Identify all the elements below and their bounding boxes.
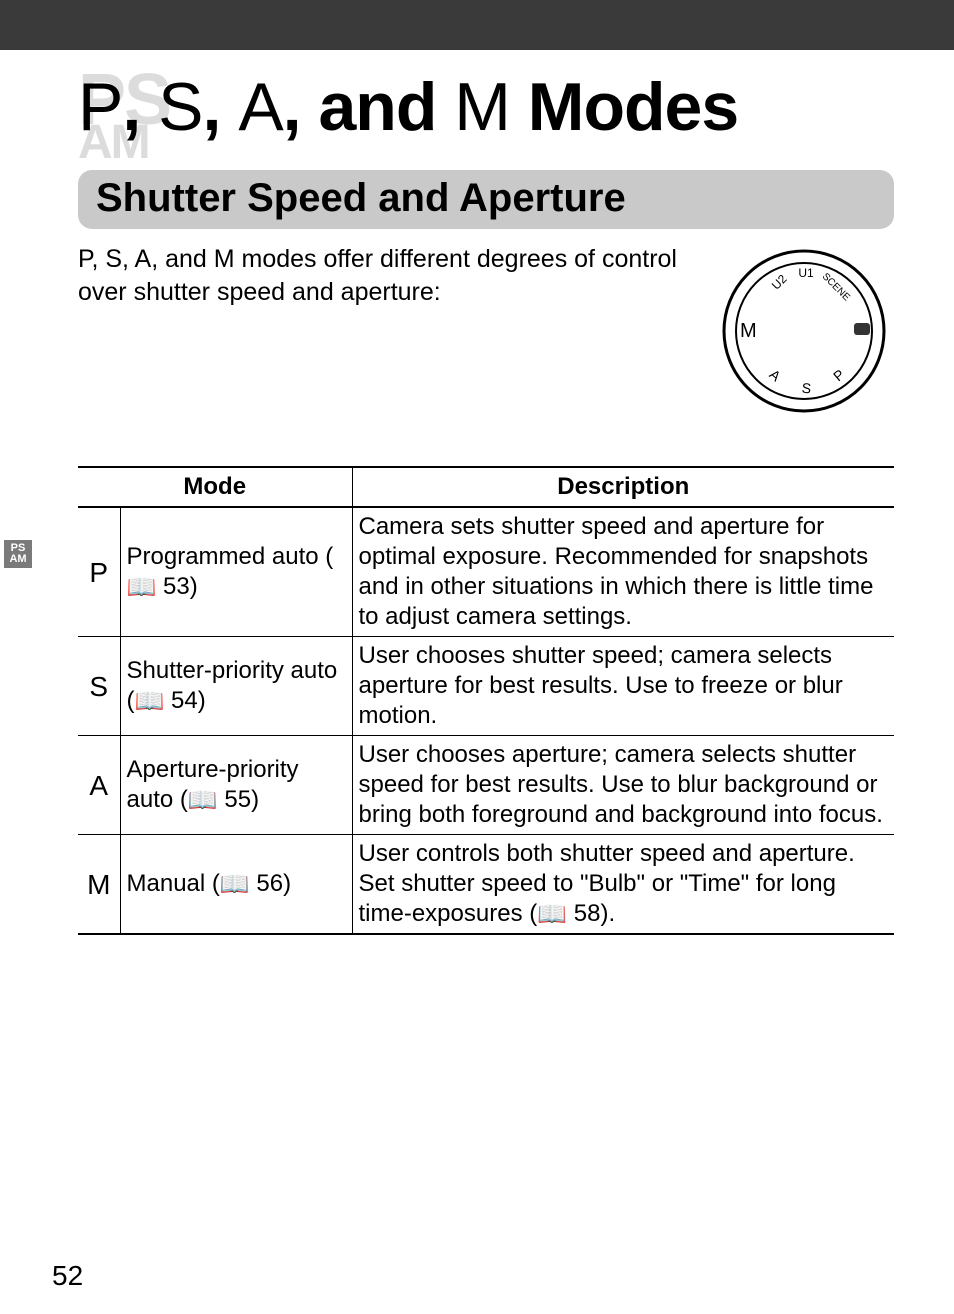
book-icon: 📖: [135, 687, 165, 717]
intro-row: P, S, A, and M modes offer different deg…: [78, 241, 894, 426]
side-tab-psam: PS AM: [4, 540, 32, 568]
book-icon: 📖: [188, 786, 218, 816]
mode-name: Manual (📖 56): [120, 835, 352, 935]
title-a: A: [238, 69, 282, 145]
mode-dial-illustration: M A S P U2 U1 SCENE: [714, 241, 894, 426]
title-s: S: [158, 69, 202, 145]
title-sep1: ,: [122, 69, 158, 145]
intro-text: P, S, A, and M modes offer different deg…: [78, 241, 690, 308]
title-sep3: , and: [283, 69, 455, 145]
table-row: M Manual (📖 56) User controls both shutt…: [78, 835, 894, 935]
th-mode: Mode: [78, 467, 352, 507]
mode-name: Programmed auto (📖 53): [120, 507, 352, 637]
table-row: A Aperture-priority auto (📖 55) User cho…: [78, 736, 894, 835]
title-sep2: ,: [203, 69, 239, 145]
mode-description: User chooses shutter speed; camera selec…: [352, 637, 894, 736]
side-tab-bottom: AM: [9, 554, 26, 565]
book-icon: 📖: [127, 573, 157, 603]
dial-u1-label: U1: [798, 266, 814, 280]
mode-symbol: P: [78, 507, 120, 637]
dial-auto-icon: [854, 323, 870, 335]
mode-description: User controls both shutter speed and ape…: [352, 835, 894, 935]
mode-description: Camera sets shutter speed and aperture f…: [352, 507, 894, 637]
title-p: P: [78, 69, 122, 145]
th-description: Description: [352, 467, 894, 507]
mode-name: Aperture-priority auto (📖 55): [120, 736, 352, 835]
title-tail: Modes: [510, 69, 738, 145]
table-row: P Programmed auto (📖 53) Camera sets shu…: [78, 507, 894, 637]
mode-name: Shutter-priority auto (📖 54): [120, 637, 352, 736]
mode-description: User chooses aperture; camera selects sh…: [352, 736, 894, 835]
page-title: P, S, A, and M Modes: [78, 68, 894, 146]
page-number: 52: [52, 1260, 83, 1292]
mode-symbol: M: [78, 835, 120, 935]
title-m: M: [454, 69, 510, 145]
dial-s-label: S: [801, 380, 812, 397]
mode-symbol: A: [78, 736, 120, 835]
page-content: PS AM P, S, A, and M Modes Shutter Speed…: [0, 50, 954, 935]
dial-m-label: M: [740, 320, 757, 342]
modes-table: Mode Description P Programmed auto (📖 53…: [78, 466, 894, 935]
table-row: S Shutter-priority auto (📖 54) User choo…: [78, 637, 894, 736]
book-icon: 📖: [537, 900, 567, 930]
book-icon: 📖: [220, 870, 250, 900]
section-heading: Shutter Speed and Aperture: [78, 170, 894, 229]
mode-symbol: S: [78, 637, 120, 736]
top-bar: [0, 0, 954, 50]
